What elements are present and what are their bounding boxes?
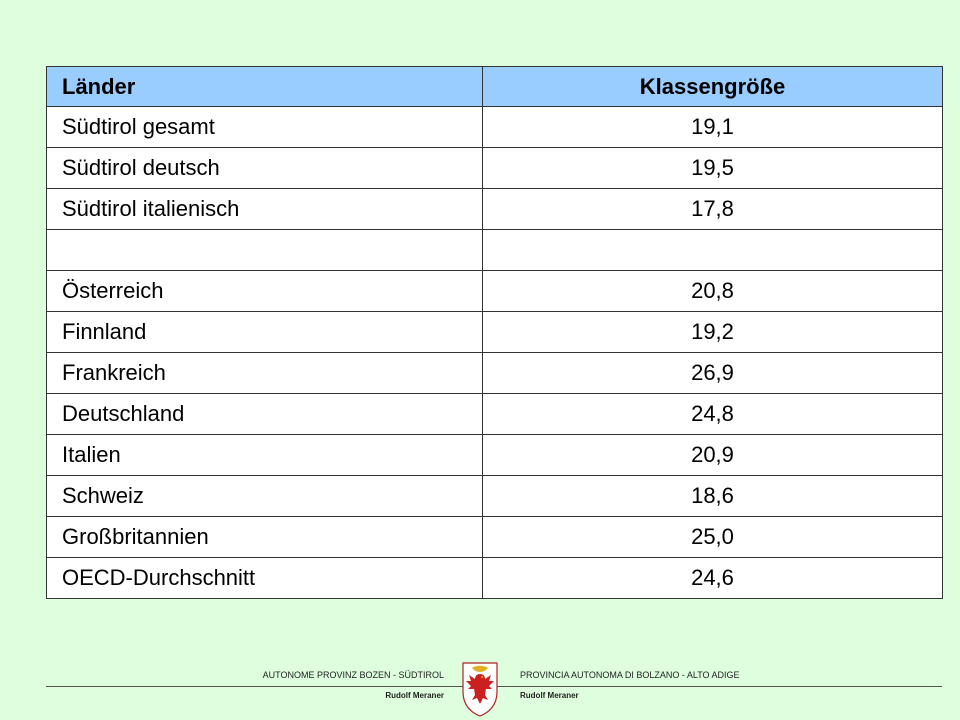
country-cell (46, 229, 483, 271)
class-size-cell: 20,8 (482, 270, 943, 312)
table-header-row: Länder Klassengröße (46, 66, 943, 107)
table-row: Deutschland 24,8 (46, 393, 943, 435)
class-size-cell: 19,2 (482, 311, 943, 353)
country-cell: OECD-Durchschnitt (46, 557, 483, 599)
class-size-cell: 24,8 (482, 393, 943, 435)
coat-of-arms-eagle-icon (462, 662, 498, 717)
table-row: Österreich 20,8 (46, 270, 943, 312)
table-row: Großbritannien 25,0 (46, 516, 943, 558)
footer-org-italian: PROVINCIA AUTONOMA DI BOLZANO - ALTO ADI… (520, 670, 740, 680)
class-size-cell: 26,9 (482, 352, 943, 394)
slide-footer: AUTONOME PROVINZ BOZEN - SÜDTIROL PROVIN… (0, 660, 960, 720)
class-size-cell: 18,6 (482, 475, 943, 517)
class-size-cell: 20,9 (482, 434, 943, 476)
class-size-table: Länder Klassengröße Südtirol gesamt 19,1… (46, 66, 943, 599)
country-cell: Südtirol italienisch (46, 188, 483, 230)
class-size-cell (482, 229, 943, 271)
country-cell: Südtirol deutsch (46, 147, 483, 189)
table-row: Italien 20,9 (46, 434, 943, 476)
table-row: Südtirol deutsch 19,5 (46, 147, 943, 189)
footer-author-right: Rudolf Meraner (520, 691, 579, 700)
class-size-cell: 24,6 (482, 557, 943, 599)
class-size-table-container: Länder Klassengröße Südtirol gesamt 19,1… (46, 66, 943, 599)
country-cell: Deutschland (46, 393, 483, 435)
country-cell: Großbritannien (46, 516, 483, 558)
table-row: Schweiz 18,6 (46, 475, 943, 517)
country-cell: Frankreich (46, 352, 483, 394)
table-row: Frankreich 26,9 (46, 352, 943, 394)
class-size-cell: 19,1 (482, 106, 943, 148)
class-size-cell: 17,8 (482, 188, 943, 230)
footer-org-german: AUTONOME PROVINZ BOZEN - SÜDTIROL (262, 670, 444, 680)
country-cell: Finnland (46, 311, 483, 353)
class-size-cell: 19,5 (482, 147, 943, 189)
country-cell: Österreich (46, 270, 483, 312)
header-countries: Länder (46, 66, 483, 107)
class-size-cell: 25,0 (482, 516, 943, 558)
table-row-empty (46, 229, 943, 271)
table-row: Südtirol gesamt 19,1 (46, 106, 943, 148)
header-class-size: Klassengröße (482, 66, 943, 107)
table-row: Finnland 19,2 (46, 311, 943, 353)
country-cell: Südtirol gesamt (46, 106, 483, 148)
table-row: Südtirol italienisch 17,8 (46, 188, 943, 230)
table-row: OECD-Durchschnitt 24,6 (46, 557, 943, 599)
country-cell: Italien (46, 434, 483, 476)
footer-author-left: Rudolf Meraner (385, 691, 444, 700)
country-cell: Schweiz (46, 475, 483, 517)
